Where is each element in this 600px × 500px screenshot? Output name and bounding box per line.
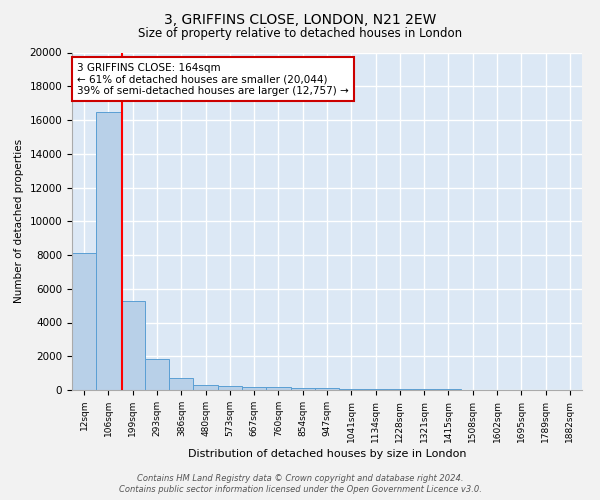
Bar <box>388 389 412 390</box>
X-axis label: Distribution of detached houses by size in London: Distribution of detached houses by size … <box>188 449 466 459</box>
Bar <box>145 359 169 390</box>
Bar <box>339 388 364 390</box>
Bar <box>315 388 339 390</box>
Bar <box>96 112 121 390</box>
Y-axis label: Number of detached properties: Number of detached properties <box>14 139 24 304</box>
Bar <box>218 386 242 390</box>
Text: 3 GRIFFINS CLOSE: 164sqm
← 61% of detached houses are smaller (20,044)
39% of se: 3 GRIFFINS CLOSE: 164sqm ← 61% of detach… <box>77 62 349 96</box>
Bar <box>193 385 218 390</box>
Text: Size of property relative to detached houses in London: Size of property relative to detached ho… <box>138 28 462 40</box>
Text: Contains HM Land Registry data © Crown copyright and database right 2024.
Contai: Contains HM Land Registry data © Crown c… <box>119 474 481 494</box>
Text: 3, GRIFFINS CLOSE, LONDON, N21 2EW: 3, GRIFFINS CLOSE, LONDON, N21 2EW <box>164 12 436 26</box>
Bar <box>290 388 315 390</box>
Bar <box>121 300 145 390</box>
Bar <box>242 387 266 390</box>
Bar <box>169 378 193 390</box>
Bar <box>266 388 290 390</box>
Bar <box>72 254 96 390</box>
Bar <box>364 389 388 390</box>
